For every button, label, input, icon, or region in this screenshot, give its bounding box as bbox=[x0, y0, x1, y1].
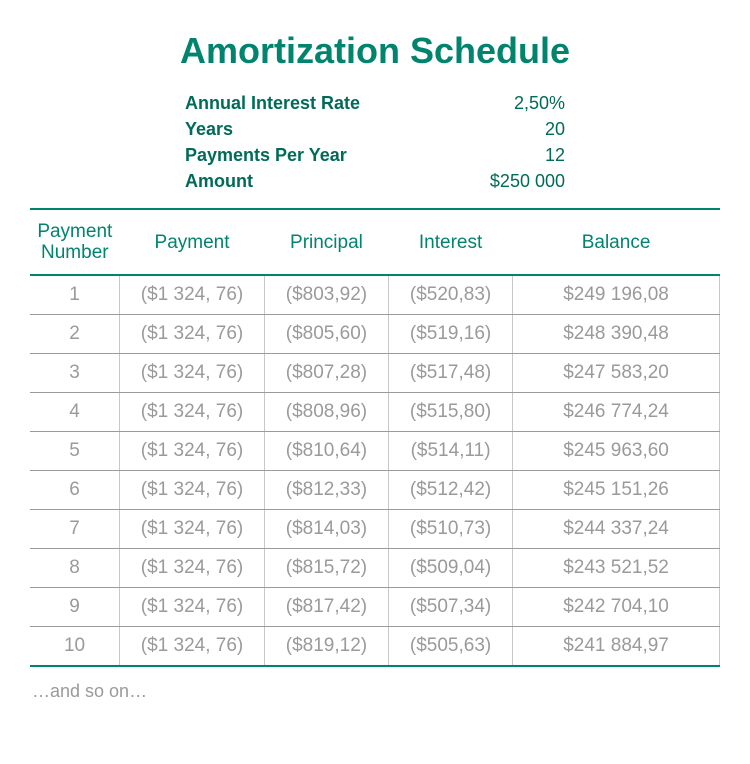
page-title: Amortization Schedule bbox=[30, 30, 720, 72]
cell-balance: $247 583,20 bbox=[513, 354, 720, 393]
cell-balance: $245 151,26 bbox=[513, 471, 720, 510]
cell-principal: ($817,42) bbox=[264, 588, 388, 627]
cell-balance: $245 963,60 bbox=[513, 432, 720, 471]
cell-number: 6 bbox=[30, 471, 120, 510]
col-header-balance: Balance bbox=[513, 214, 720, 275]
cell-number: 4 bbox=[30, 393, 120, 432]
cell-payment: ($1 324, 76) bbox=[120, 627, 265, 667]
cell-number: 8 bbox=[30, 549, 120, 588]
param-amount: Amount $250 000 bbox=[185, 168, 565, 194]
param-rate-label: Annual Interest Rate bbox=[185, 90, 360, 116]
cell-interest: ($512,42) bbox=[389, 471, 513, 510]
param-amount-value: $250 000 bbox=[490, 168, 565, 194]
amortization-table: Payment Number Payment Principal Interes… bbox=[30, 214, 720, 667]
cell-balance: $241 884,97 bbox=[513, 627, 720, 667]
cell-payment: ($1 324, 76) bbox=[120, 549, 265, 588]
cell-interest: ($517,48) bbox=[389, 354, 513, 393]
cell-principal: ($819,12) bbox=[264, 627, 388, 667]
cell-balance: $246 774,24 bbox=[513, 393, 720, 432]
cell-principal: ($807,28) bbox=[264, 354, 388, 393]
table-row: 6($1 324, 76)($812,33)($512,42)$245 151,… bbox=[30, 471, 720, 510]
cell-balance: $244 337,24 bbox=[513, 510, 720, 549]
cell-number: 3 bbox=[30, 354, 120, 393]
cell-balance: $242 704,10 bbox=[513, 588, 720, 627]
cell-interest: ($519,16) bbox=[389, 315, 513, 354]
table-header-row: Payment Number Payment Principal Interes… bbox=[30, 214, 720, 275]
cell-interest: ($514,11) bbox=[389, 432, 513, 471]
param-years: Years 20 bbox=[185, 116, 565, 142]
table-row: 9($1 324, 76)($817,42)($507,34)$242 704,… bbox=[30, 588, 720, 627]
cell-interest: ($507,34) bbox=[389, 588, 513, 627]
cell-number: 10 bbox=[30, 627, 120, 667]
param-ppy: Payments Per Year 12 bbox=[185, 142, 565, 168]
cell-interest: ($505,63) bbox=[389, 627, 513, 667]
cell-payment: ($1 324, 76) bbox=[120, 510, 265, 549]
cell-number: 7 bbox=[30, 510, 120, 549]
cell-number: 1 bbox=[30, 275, 120, 315]
cell-interest: ($510,73) bbox=[389, 510, 513, 549]
cell-principal: ($812,33) bbox=[264, 471, 388, 510]
cell-principal: ($815,72) bbox=[264, 549, 388, 588]
loan-parameters: Annual Interest Rate 2,50% Years 20 Paym… bbox=[185, 90, 565, 194]
table-row: 4($1 324, 76)($808,96)($515,80)$246 774,… bbox=[30, 393, 720, 432]
cell-interest: ($515,80) bbox=[389, 393, 513, 432]
table-row: 3($1 324, 76)($807,28)($517,48)$247 583,… bbox=[30, 354, 720, 393]
cell-principal: ($810,64) bbox=[264, 432, 388, 471]
cell-balance: $248 390,48 bbox=[513, 315, 720, 354]
cell-principal: ($805,60) bbox=[264, 315, 388, 354]
cell-interest: ($520,83) bbox=[389, 275, 513, 315]
param-rate-value: 2,50% bbox=[514, 90, 565, 116]
cell-payment: ($1 324, 76) bbox=[120, 275, 265, 315]
cell-payment: ($1 324, 76) bbox=[120, 393, 265, 432]
col-header-number-l2: Number bbox=[36, 243, 114, 264]
cell-number: 9 bbox=[30, 588, 120, 627]
param-ppy-value: 12 bbox=[545, 142, 565, 168]
col-header-interest: Interest bbox=[389, 214, 513, 275]
cell-principal: ($814,03) bbox=[264, 510, 388, 549]
table-row: 8($1 324, 76)($815,72)($509,04)$243 521,… bbox=[30, 549, 720, 588]
cell-balance: $243 521,52 bbox=[513, 549, 720, 588]
table-row: 10($1 324, 76)($819,12)($505,63)$241 884… bbox=[30, 627, 720, 667]
param-ppy-label: Payments Per Year bbox=[185, 142, 347, 168]
cell-principal: ($803,92) bbox=[264, 275, 388, 315]
cell-payment: ($1 324, 76) bbox=[120, 471, 265, 510]
col-header-number-l1: Payment bbox=[36, 222, 114, 243]
param-years-value: 20 bbox=[545, 116, 565, 142]
param-rate: Annual Interest Rate 2,50% bbox=[185, 90, 565, 116]
cell-number: 5 bbox=[30, 432, 120, 471]
cell-payment: ($1 324, 76) bbox=[120, 315, 265, 354]
table-row: 1($1 324, 76)($803,92)($520,83)$249 196,… bbox=[30, 275, 720, 315]
cell-number: 2 bbox=[30, 315, 120, 354]
cell-payment: ($1 324, 76) bbox=[120, 588, 265, 627]
cell-balance: $249 196,08 bbox=[513, 275, 720, 315]
col-header-principal: Principal bbox=[264, 214, 388, 275]
cell-principal: ($808,96) bbox=[264, 393, 388, 432]
table-row: 7($1 324, 76)($814,03)($510,73)$244 337,… bbox=[30, 510, 720, 549]
table-row: 2($1 324, 76)($805,60)($519,16)$248 390,… bbox=[30, 315, 720, 354]
divider-top bbox=[30, 208, 720, 210]
col-header-number: Payment Number bbox=[30, 214, 120, 275]
param-years-label: Years bbox=[185, 116, 233, 142]
cell-payment: ($1 324, 76) bbox=[120, 354, 265, 393]
param-amount-label: Amount bbox=[185, 168, 253, 194]
cell-interest: ($509,04) bbox=[389, 549, 513, 588]
table-row: 5($1 324, 76)($810,64)($514,11)$245 963,… bbox=[30, 432, 720, 471]
col-header-payment: Payment bbox=[120, 214, 265, 275]
footer-note: …and so on… bbox=[30, 681, 720, 702]
cell-payment: ($1 324, 76) bbox=[120, 432, 265, 471]
